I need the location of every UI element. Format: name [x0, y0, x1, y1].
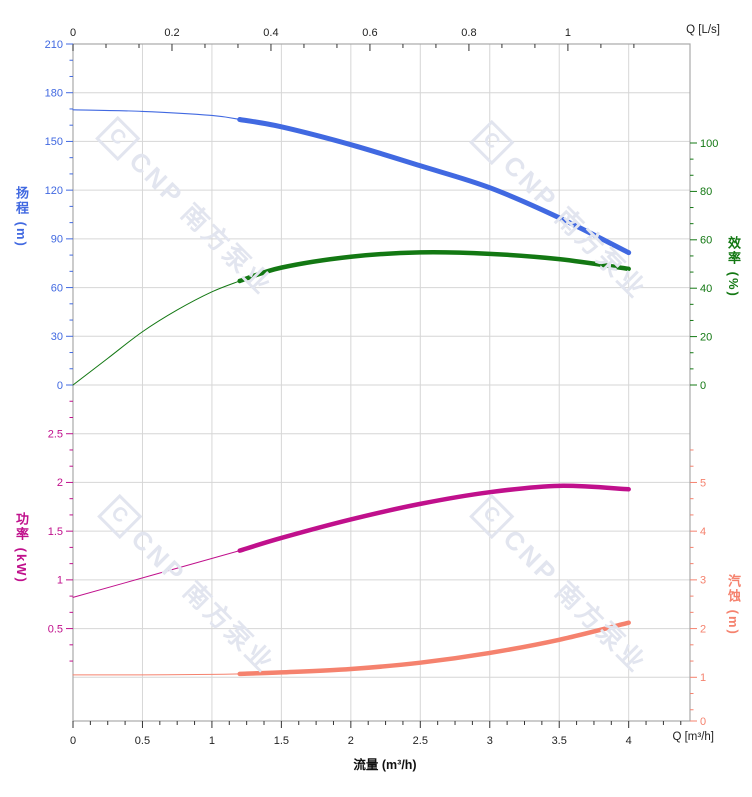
- svg-text:3: 3: [487, 735, 493, 747]
- svg-text:0.6: 0.6: [362, 27, 377, 39]
- top-x-axis-unit: Q [L/s]: [686, 24, 720, 36]
- head-axis-title: 扬程 (m): [14, 186, 29, 248]
- svg-text:0.5: 0.5: [135, 735, 150, 747]
- svg-text:0: 0: [57, 380, 63, 392]
- svg-text:0: 0: [700, 380, 706, 392]
- svg-text:0.5: 0.5: [48, 623, 63, 635]
- svg-text:3: 3: [700, 575, 706, 587]
- svg-text:180: 180: [45, 88, 63, 100]
- power-axis-title: 功率 (kW): [14, 512, 29, 584]
- efficiency-axis-title: 效率 (%): [726, 236, 741, 298]
- svg-text:2: 2: [700, 623, 706, 635]
- svg-text:60: 60: [51, 282, 63, 294]
- svg-text:0: 0: [70, 27, 76, 39]
- svg-text:1.5: 1.5: [48, 526, 63, 538]
- svg-text:1.5: 1.5: [274, 735, 289, 747]
- npsh-axis-title: 汽蚀 (m): [726, 574, 741, 636]
- svg-text:150: 150: [45, 136, 63, 148]
- svg-text:2.5: 2.5: [413, 735, 428, 747]
- svg-text:1: 1: [700, 672, 706, 684]
- svg-text:120: 120: [45, 185, 63, 197]
- svg-text:4: 4: [626, 735, 632, 747]
- svg-text:80: 80: [700, 186, 712, 198]
- svg-text:1: 1: [57, 575, 63, 587]
- svg-text:3.5: 3.5: [552, 735, 567, 747]
- svg-text:4: 4: [700, 526, 706, 538]
- svg-text:40: 40: [700, 283, 712, 295]
- svg-text:1: 1: [565, 27, 571, 39]
- svg-text:20: 20: [700, 331, 712, 343]
- svg-text:210: 210: [45, 39, 63, 51]
- svg-text:90: 90: [51, 234, 63, 246]
- svg-text:1: 1: [209, 735, 215, 747]
- svg-text:0.4: 0.4: [263, 27, 278, 39]
- svg-text:0: 0: [700, 716, 706, 728]
- svg-text:0.8: 0.8: [461, 27, 476, 39]
- svg-text:0: 0: [70, 735, 76, 747]
- svg-text:0.2: 0.2: [164, 27, 179, 39]
- svg-text:2: 2: [348, 735, 354, 747]
- svg-text:60: 60: [700, 235, 712, 247]
- svg-text:30: 30: [51, 331, 63, 343]
- flow-axis-title: 流量 (m³/h): [353, 758, 417, 772]
- svg-text:2.5: 2.5: [48, 429, 63, 441]
- svg-text:2: 2: [57, 477, 63, 489]
- svg-text:5: 5: [700, 477, 706, 489]
- bottom-x-axis-unit: Q [m³/h]: [672, 731, 714, 743]
- svg-text:100: 100: [700, 138, 718, 150]
